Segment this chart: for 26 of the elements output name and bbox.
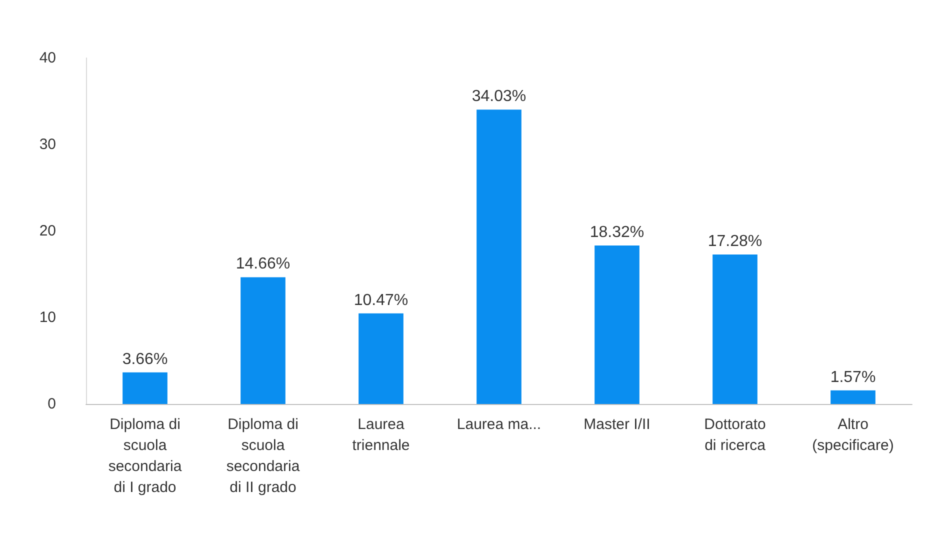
y-tick-label: 0 [48, 396, 56, 412]
data-label: 1.57% [830, 368, 876, 386]
bar [712, 254, 758, 404]
data-label: 10.47% [354, 292, 408, 309]
y-tick-label: 10 [39, 309, 56, 326]
data-label: 3.66% [122, 350, 168, 368]
y-tick-label: 30 [39, 136, 56, 153]
x-tick-label: Laurea triennale [352, 416, 410, 454]
bar [240, 277, 286, 404]
x-tick-label: Laurea ma... [456, 416, 542, 433]
bar [830, 390, 876, 404]
bar [476, 110, 522, 404]
y-tick-label: 40 [39, 50, 56, 66]
x-tick-label: Altro (specificare) [812, 416, 894, 454]
bar [358, 313, 404, 404]
x-tick-label: Diploma di scuola secondaria di II grado [226, 416, 300, 496]
x-tick-label: Diploma di scuola secondaria di I grado [108, 416, 182, 496]
data-label: 17.28% [708, 233, 762, 250]
bar [122, 372, 168, 404]
data-label: 34.03% [472, 88, 526, 106]
x-tick-label: Master I/II [584, 416, 650, 433]
bar [594, 246, 640, 404]
data-label: 14.66% [236, 256, 290, 273]
x-tick-label: Dottorato di ricerca [704, 416, 766, 454]
y-tick-label: 20 [39, 222, 56, 240]
data-label: 18.32% [590, 224, 644, 242]
